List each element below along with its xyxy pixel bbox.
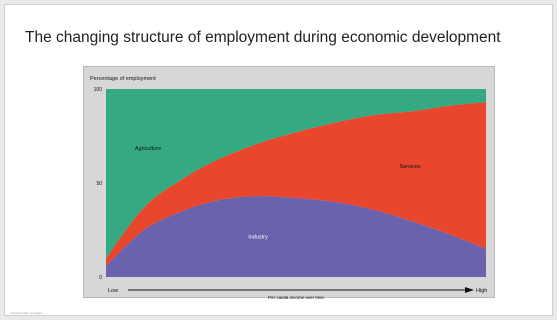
x-axis-high-label: High (476, 288, 487, 294)
y-tick-label: 50 (96, 181, 102, 187)
x-axis-arrowhead (465, 287, 474, 293)
slide-title: The changing structure of employment dur… (25, 29, 501, 46)
x-axis-title: Per capita income over time (268, 295, 324, 299)
employment-area-chart: Industry Services Agriculture Percentage of… (90, 76, 487, 299)
services-area (106, 102, 486, 266)
industry-area (106, 196, 486, 277)
y-tick-label: 100 (94, 87, 103, 93)
slide: The changing structure of employment dur… (4, 4, 553, 316)
industry-label: Industry (248, 235, 268, 241)
y-axis-title: Percentage of employment (90, 76, 156, 82)
agriculture-area (106, 89, 486, 259)
services-label: Services (399, 164, 420, 170)
source-footnote: Prentice Hall, copyright (11, 311, 42, 315)
agriculture-label: Agriculture (135, 146, 161, 152)
x-axis-low-label: Low (108, 288, 118, 294)
y-tick-label: 0 (99, 275, 102, 281)
chart-panel: Industry Services Agriculture Percentage of… (83, 66, 495, 299)
